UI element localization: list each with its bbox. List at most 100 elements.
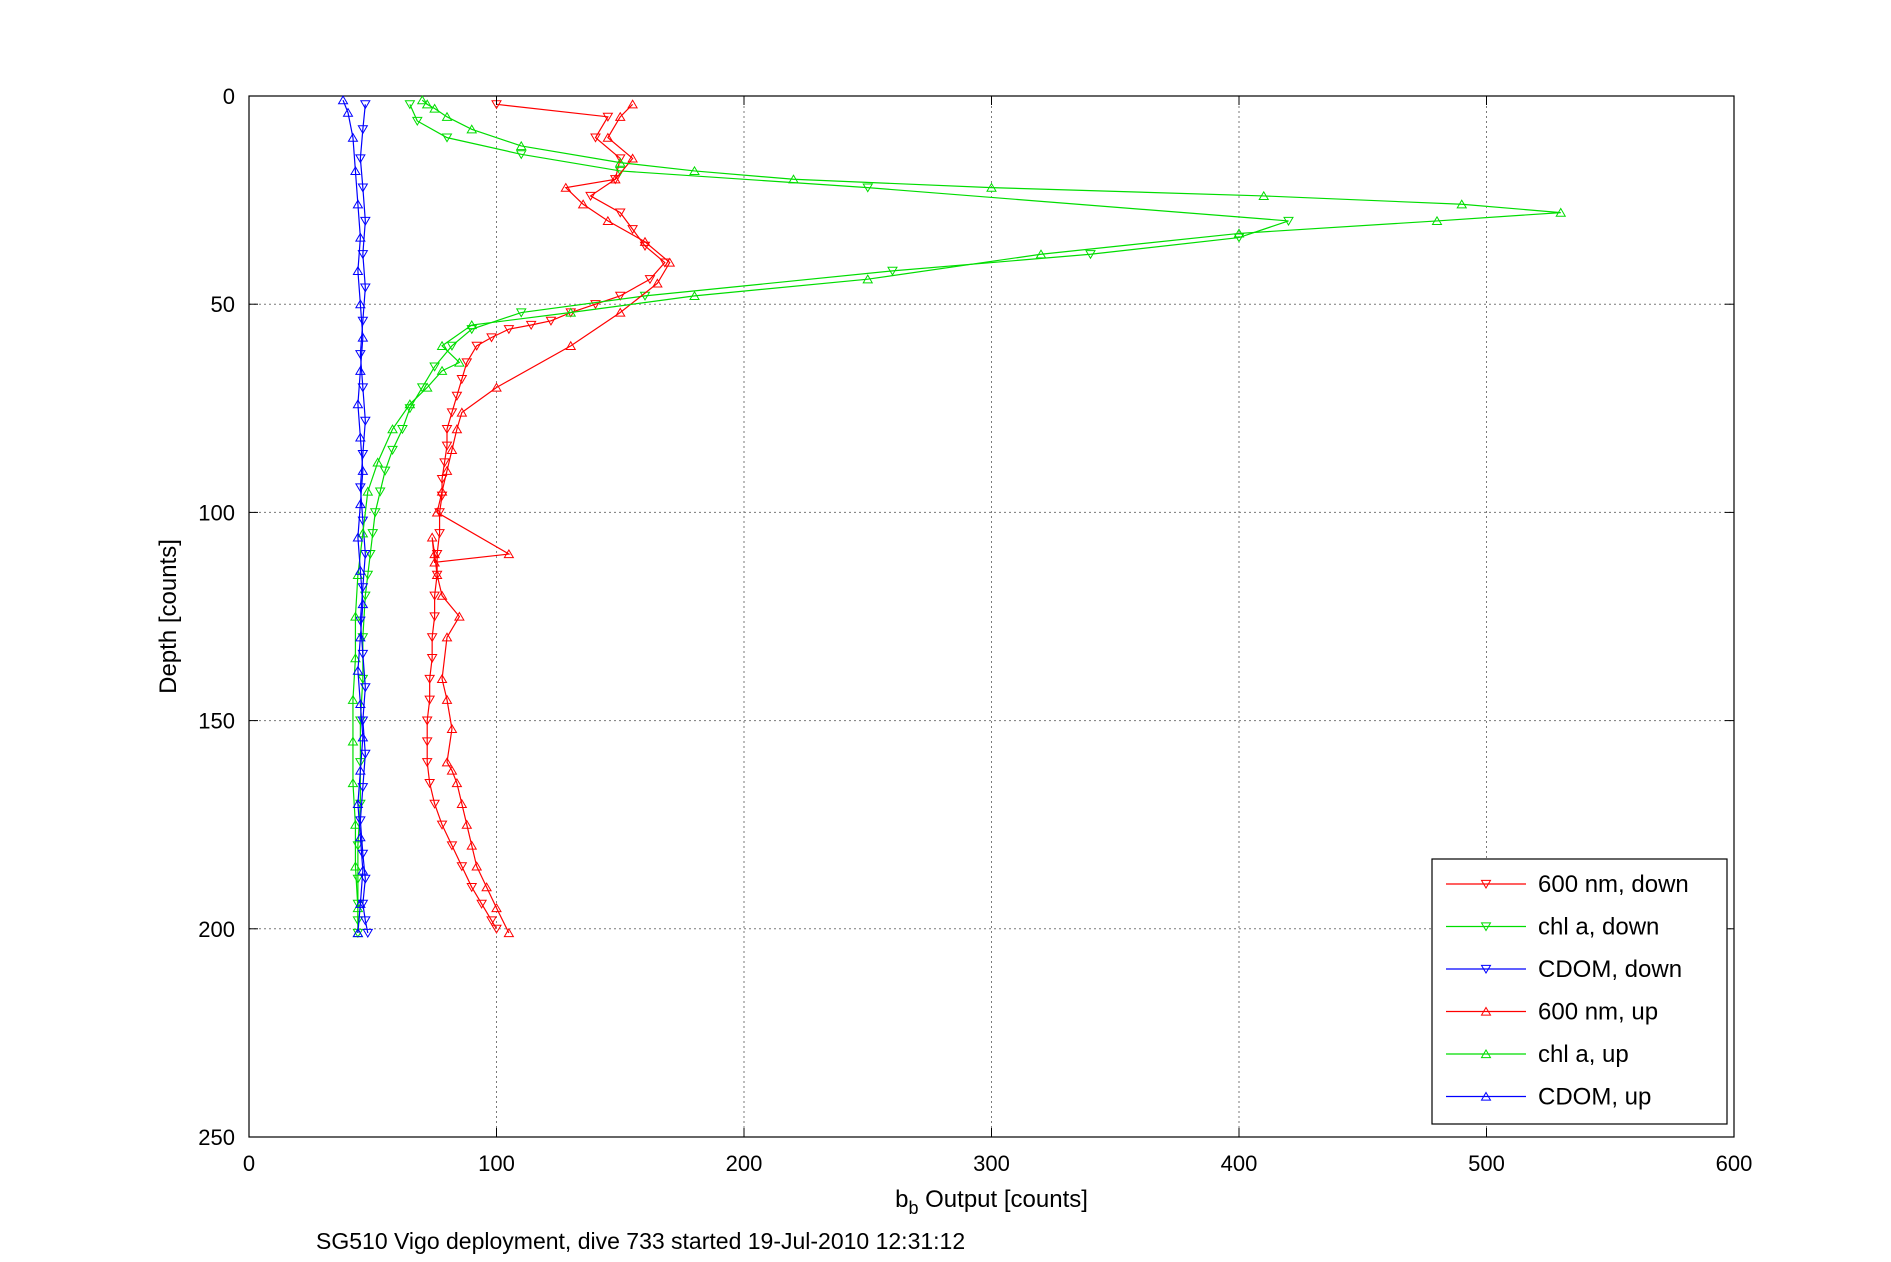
data-point-marker [359, 683, 371, 693]
data-point-marker [350, 861, 361, 871]
data-point-marker [357, 783, 369, 793]
data-point-marker [424, 695, 436, 705]
data-point-marker [545, 316, 557, 326]
data-point-marker [357, 865, 369, 875]
data-point-marker [355, 350, 366, 360]
data-point-marker [602, 132, 614, 142]
x-tick-label: 600 [1716, 1151, 1753, 1176]
data-point-marker [456, 798, 468, 808]
data-point-marker [355, 432, 366, 442]
data-point-marker [355, 232, 366, 242]
data-point-marker [429, 612, 440, 622]
data-point-marker [614, 291, 626, 301]
data-point-marker [644, 275, 656, 285]
data-point-marker [359, 749, 371, 759]
data-point-marker [652, 278, 663, 288]
data-point-marker [426, 633, 438, 643]
series-cdom-down [355, 100, 374, 939]
data-point-marker [565, 340, 577, 350]
data-point-marker [357, 583, 369, 593]
data-point-marker [466, 124, 478, 134]
data-point-marker [347, 778, 359, 788]
data-point-marker [456, 862, 468, 872]
series-600-nm-up [426, 99, 676, 938]
data-point-marker [416, 95, 428, 105]
data-point-marker [451, 391, 463, 401]
data-point-marker [411, 116, 423, 127]
data-point-marker [862, 274, 874, 284]
data-point-marker [481, 882, 492, 892]
data-point-marker [486, 916, 497, 926]
legend-label: 600 nm, down [1538, 871, 1689, 898]
data-point-marker [359, 416, 371, 426]
series-line [352, 99, 1561, 933]
data-point-marker [355, 499, 366, 509]
data-point-marker [424, 778, 436, 789]
data-point-marker [357, 332, 369, 342]
x-axis-label-rest: Output [counts] [918, 1186, 1087, 1213]
data-point-marker [1431, 215, 1443, 226]
data-point-marker [627, 225, 638, 235]
data-point-marker [357, 849, 369, 859]
data-point-marker [431, 507, 443, 517]
data-point-marker [355, 832, 366, 842]
data-point-marker [486, 333, 497, 343]
y-tick-label: 200 [198, 917, 235, 942]
data-point-marker [609, 174, 621, 184]
data-point-marker [491, 382, 502, 392]
data-point-marker [491, 924, 502, 934]
data-point-marker [454, 357, 465, 367]
data-point-marker [352, 665, 364, 675]
data-point-marker [355, 898, 366, 908]
data-point-marker [503, 927, 515, 938]
data-point-marker [355, 816, 366, 826]
data-point-marker [639, 291, 651, 301]
data-point-marker [355, 365, 366, 375]
series-line [359, 104, 369, 934]
data-point-marker [515, 150, 527, 160]
data-point-marker [560, 182, 572, 192]
data-point-marker [352, 399, 364, 409]
legend-label: CDOM, down [1538, 956, 1682, 983]
data-point-marker [357, 598, 369, 609]
data-point-marker [476, 899, 488, 909]
data-point-marker [614, 208, 626, 218]
data-point-marker [614, 157, 626, 167]
data-point-marker [431, 569, 443, 579]
x-tick-label: 100 [478, 1151, 515, 1176]
data-point-marker [456, 407, 468, 417]
data-point-marker [466, 883, 478, 893]
legend-marker-sample [1480, 922, 1492, 932]
series-line [342, 99, 364, 934]
y-tick-label: 150 [198, 709, 235, 734]
legend-marker-sample [1480, 964, 1492, 975]
data-point-marker [357, 732, 369, 742]
data-point-marker [441, 757, 453, 767]
data-point-marker [374, 487, 386, 497]
data-point-marker [446, 341, 458, 351]
data-point-marker [446, 765, 458, 775]
data-point-marker [577, 199, 589, 209]
data-point-marker [357, 528, 369, 538]
data-point-marker [436, 365, 448, 375]
data-point-marker [689, 165, 700, 176]
data-point-marker [1035, 249, 1047, 259]
data-point-marker [355, 154, 366, 164]
series-chl-a-up [347, 95, 1567, 938]
data-point-marker [357, 716, 369, 726]
data-point-marker [350, 611, 361, 621]
data-point-marker [1456, 199, 1468, 209]
data-point-marker [357, 383, 369, 393]
data-point-marker [451, 778, 463, 788]
data-point-marker [788, 174, 799, 184]
x-axis-label-subscript: b [908, 1198, 918, 1218]
data-point-marker [357, 125, 369, 135]
data-point-marker [436, 673, 448, 684]
data-point-marker [379, 466, 391, 476]
y-tick-label: 0 [223, 84, 235, 109]
data-point-marker [446, 408, 458, 418]
legend-label: chl a, down [1538, 914, 1659, 941]
data-point-marker [446, 444, 458, 455]
data-point-marker [436, 486, 448, 496]
data-point-marker [404, 399, 416, 409]
